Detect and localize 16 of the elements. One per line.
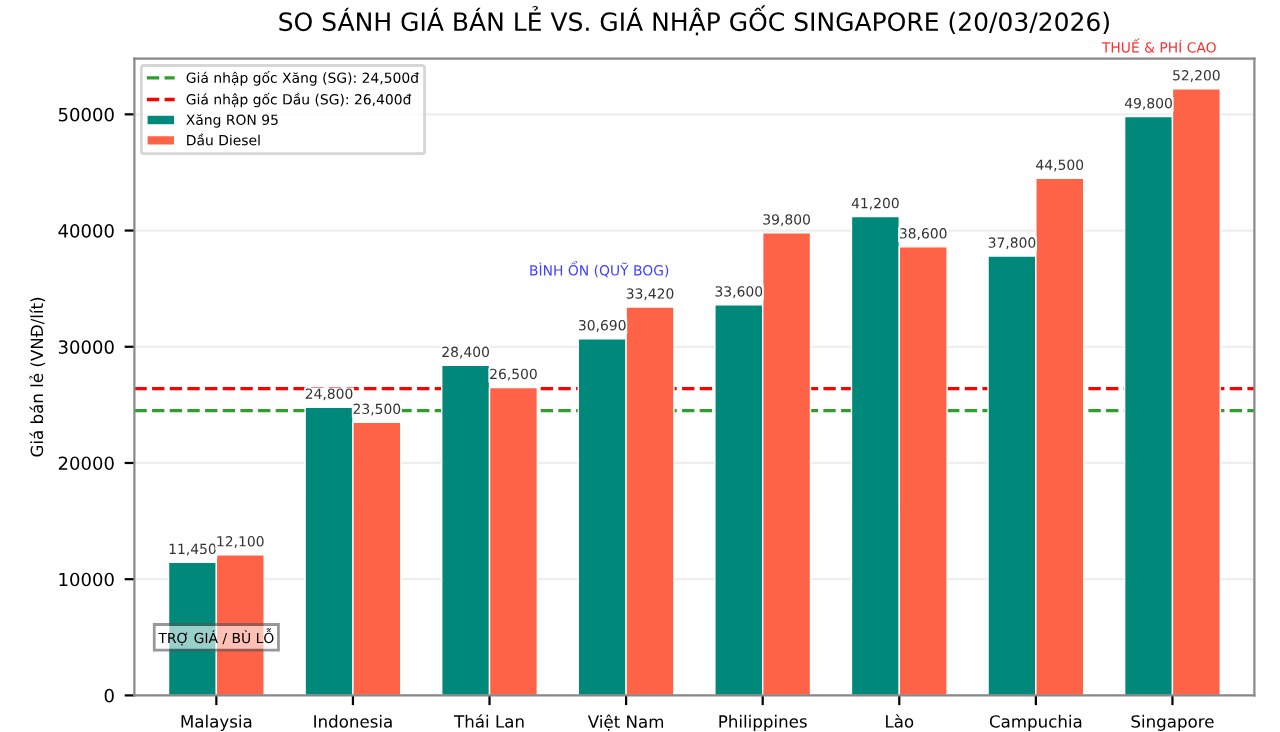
y-tick-label: 20000 bbox=[58, 456, 114, 471]
x-tick-label: Singapore bbox=[1131, 714, 1214, 731]
x-tick-label: Thái Lan bbox=[454, 714, 524, 728]
y-tick-label: 50000 bbox=[58, 107, 114, 122]
x-tick-label: Campuchia bbox=[989, 714, 1082, 731]
y-axis-title: Giá bán lẻ (VNĐ/lít) bbox=[29, 297, 46, 457]
x-tick-label: Lào bbox=[886, 714, 914, 728]
y-tick-label: 0 bbox=[104, 688, 114, 703]
chart-title: SO SÁNH GIÁ BÁN LẺ VS. GIÁ NHẬP GỐC SINGAPORE (20/03/2026) bbox=[279, 5, 1109, 36]
x-tick-label: Malaysia bbox=[181, 714, 252, 731]
x-tick-label: Indonesia bbox=[314, 714, 392, 728]
y-tick-label: 10000 bbox=[59, 572, 114, 587]
y-tick-label: 40000 bbox=[58, 224, 114, 238]
x-tick-label: Việt Nam bbox=[587, 714, 664, 731]
y-tick-label: 30000 bbox=[58, 340, 114, 354]
x-tick-label: Philippines bbox=[719, 714, 807, 731]
